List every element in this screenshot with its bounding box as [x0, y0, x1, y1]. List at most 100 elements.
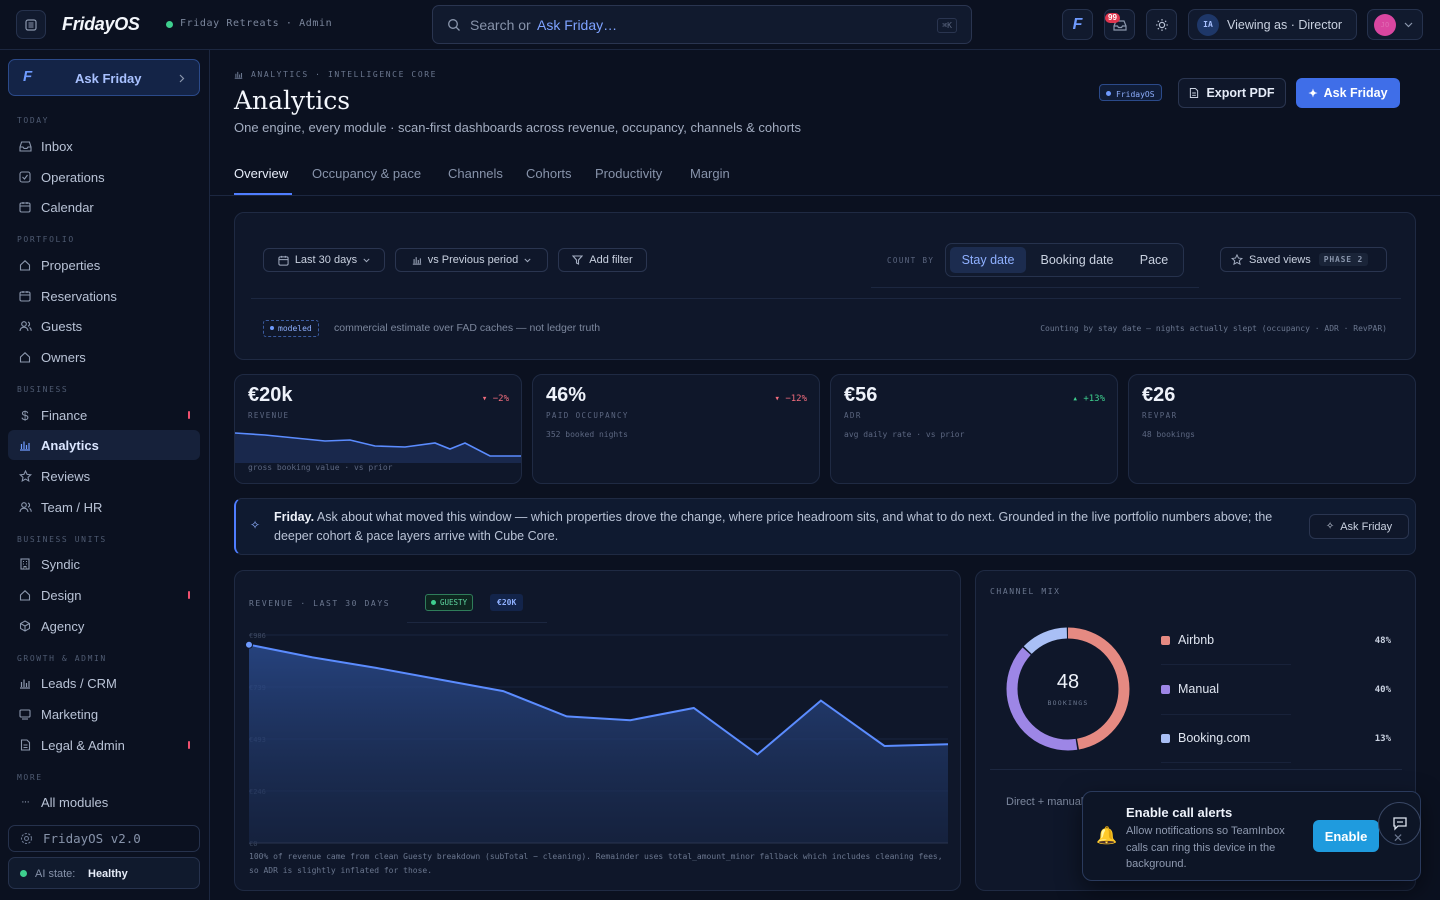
- more-dots-icon: ···: [21, 796, 30, 808]
- sidebar-item-label: Reservations: [41, 288, 117, 304]
- viewing-as-switcher[interactable]: IA Viewing as · Director: [1188, 9, 1357, 40]
- bar-chart-icon: [234, 71, 243, 79]
- chart-footnote: 100% of revenue came from clean Guesty b…: [249, 852, 943, 875]
- channel-pct: 40%: [1374, 685, 1391, 695]
- checklist-icon: [18, 170, 32, 184]
- sidebar-item-guests[interactable]: Guests: [8, 311, 200, 341]
- sidebar-item-calendar[interactable]: Calendar: [8, 192, 200, 222]
- sidebar-item-syndic[interactable]: Syndic: [8, 549, 200, 579]
- sidebar-item-properties[interactable]: Properties: [8, 250, 200, 280]
- app-logo[interactable]: FridayOS: [62, 14, 140, 34]
- date-range-select[interactable]: Last 30 days: [263, 248, 385, 272]
- tab-cohorts[interactable]: Cohorts: [526, 166, 572, 181]
- friday-insight-lead: Friday.: [274, 510, 315, 524]
- sidebar-item-label: Marketing: [41, 706, 99, 722]
- ask-friday-sidebar-button[interactable]: F Ask Friday: [8, 59, 200, 96]
- channel-pct: 48%: [1374, 636, 1391, 646]
- saved-views-button[interactable]: Saved views PHASE 2: [1220, 247, 1387, 272]
- toast-body: Allow notifications so TeamInbox calls c…: [1126, 825, 1285, 870]
- kpi-card-paid-occupancy[interactable]: 46% ▾ −12% PAID OCCUPANCY 352 booked nig…: [532, 374, 820, 484]
- modeled-note: commercial estimate over FAD caches — no…: [334, 322, 601, 334]
- sidebar-item-label: Syndic: [41, 556, 81, 572]
- revenue-area: [249, 644, 948, 843]
- comparison-select[interactable]: vs Previous period: [395, 248, 548, 272]
- kpi-subtext: avg daily rate · vs prior: [844, 430, 965, 439]
- counting-note: Counting by stay date — nights actually …: [1040, 324, 1387, 333]
- kpi-subtext: gross booking value · vs prior: [248, 463, 393, 472]
- sidebar-item-team[interactable]: Team / HR: [8, 492, 200, 522]
- sidebar-item-label: Operations: [41, 169, 105, 185]
- sidebar-item-leads[interactable]: Leads / CRM: [8, 668, 200, 698]
- count-by-label: COUNT BY: [887, 256, 935, 265]
- sidebar-item-finance[interactable]: $ Finance: [8, 400, 200, 430]
- theme-toggle-button[interactable]: [1146, 9, 1177, 40]
- sidebar-item-label: Analytics: [41, 437, 99, 453]
- tab-overview[interactable]: Overview: [234, 166, 289, 181]
- sidebar-item-reservations[interactable]: Reservations: [8, 281, 200, 311]
- add-filter-button[interactable]: Add filter: [558, 248, 647, 272]
- friday-quick-button[interactable]: F: [1062, 9, 1093, 40]
- channel-row-divider: [1161, 762, 1291, 763]
- data-point[interactable]: [245, 640, 253, 649]
- page-title: Analytics: [234, 86, 351, 115]
- ask-friday-header-button[interactable]: ✦ Ask Friday: [1296, 78, 1400, 108]
- kpi-card-revenue[interactable]: €20k ▾ −2% REVENUE gross booking value ·…: [234, 374, 522, 484]
- count-by-booking-date[interactable]: Booking date: [1032, 247, 1122, 273]
- kpi-card-adr[interactable]: €56 ▴ +13% ADR avg daily rate · vs prior: [830, 374, 1118, 484]
- ai-state-label: AI state:: [35, 868, 76, 880]
- y-tick-label: €986: [249, 632, 266, 640]
- sidebar-item-analytics[interactable]: Analytics: [8, 430, 200, 460]
- filter-icon: [572, 255, 584, 265]
- sidebar-item-legal[interactable]: Legal & Admin: [8, 730, 200, 760]
- tab-productivity[interactable]: Productivity: [595, 166, 663, 181]
- source-badge: GUESTY: [425, 594, 474, 611]
- channel-row-divider: [1161, 664, 1291, 665]
- user-menu-button[interactable]: JO: [1367, 9, 1423, 40]
- tab-channels[interactable]: Channels: [448, 166, 503, 181]
- ai-state-value: Healthy: [88, 868, 128, 880]
- megaphone-icon: [18, 707, 32, 721]
- sidebar-item-label: Inbox: [41, 138, 73, 154]
- sidebar-item-owners[interactable]: Owners: [8, 342, 200, 372]
- sidebar-item-marketing[interactable]: Marketing: [8, 699, 200, 729]
- friday-insight-ask-button[interactable]: ✧ Ask Friday: [1309, 514, 1409, 539]
- sidebar-item-design[interactable]: Design: [8, 580, 200, 610]
- menu-toggle-button[interactable]: [16, 10, 46, 39]
- tab-margin[interactable]: Margin: [690, 166, 730, 181]
- count-by-stay-date[interactable]: Stay date: [950, 247, 1026, 273]
- document-icon: [18, 738, 32, 752]
- toast-title: Enable call alerts: [1126, 805, 1233, 820]
- enable-alerts-button[interactable]: Enable: [1313, 820, 1379, 852]
- sidebar-item-reviews[interactable]: Reviews: [8, 461, 200, 491]
- donut-slice[interactable]: [1006, 627, 1130, 751]
- channel-donut-chart: [1006, 627, 1130, 751]
- tag-dot: [431, 600, 436, 605]
- kpi-label: REVPAR: [1142, 411, 1178, 420]
- version-button[interactable]: FridayOS v2.0: [8, 825, 200, 852]
- search-bar[interactable]: Search or Ask Friday… ⌘K: [432, 5, 972, 44]
- sidebar-item-operations[interactable]: Operations: [8, 162, 200, 192]
- legend-swatch: [1161, 636, 1170, 645]
- sidebar-item-agency[interactable]: Agency: [8, 611, 200, 641]
- status-dot: [166, 21, 173, 28]
- friday-insight-banner: ✧ Friday. Ask about what moved this wind…: [234, 498, 1416, 555]
- kpi-delta: ▾ −2%: [481, 394, 509, 404]
- chat-support-button[interactable]: [1378, 802, 1421, 845]
- channel-name: Airbnb: [1178, 633, 1215, 647]
- search-ask-friday-link[interactable]: Ask Friday…: [537, 17, 618, 33]
- revenue-line: [248, 643, 949, 756]
- home-icon: [18, 350, 32, 364]
- count-by-pace[interactable]: Pace: [1128, 247, 1180, 273]
- kpi-card-revpar[interactable]: €26 REVPAR 48 bookings: [1128, 374, 1416, 484]
- donut-slice[interactable]: [1006, 627, 1130, 751]
- export-pdf-button[interactable]: Export PDF: [1178, 78, 1286, 108]
- top-bar: FridayOS Friday Retreats · Admin Search …: [0, 0, 1440, 50]
- tab-occupancy-pace[interactable]: Occupancy & pace: [312, 166, 422, 181]
- close-toast-icon[interactable]: ✕: [1393, 831, 1404, 845]
- sidebar-item-inbox[interactable]: Inbox: [8, 131, 200, 161]
- sidebar-item-all-modules[interactable]: ··· All modules: [8, 787, 200, 817]
- sparkle-icon: ✧: [1325, 521, 1335, 532]
- notifications-button[interactable]: 99: [1104, 9, 1135, 40]
- section-label-business: BUSINESS: [17, 385, 69, 394]
- channel-item-manual: Manual 40%: [1161, 680, 1391, 700]
